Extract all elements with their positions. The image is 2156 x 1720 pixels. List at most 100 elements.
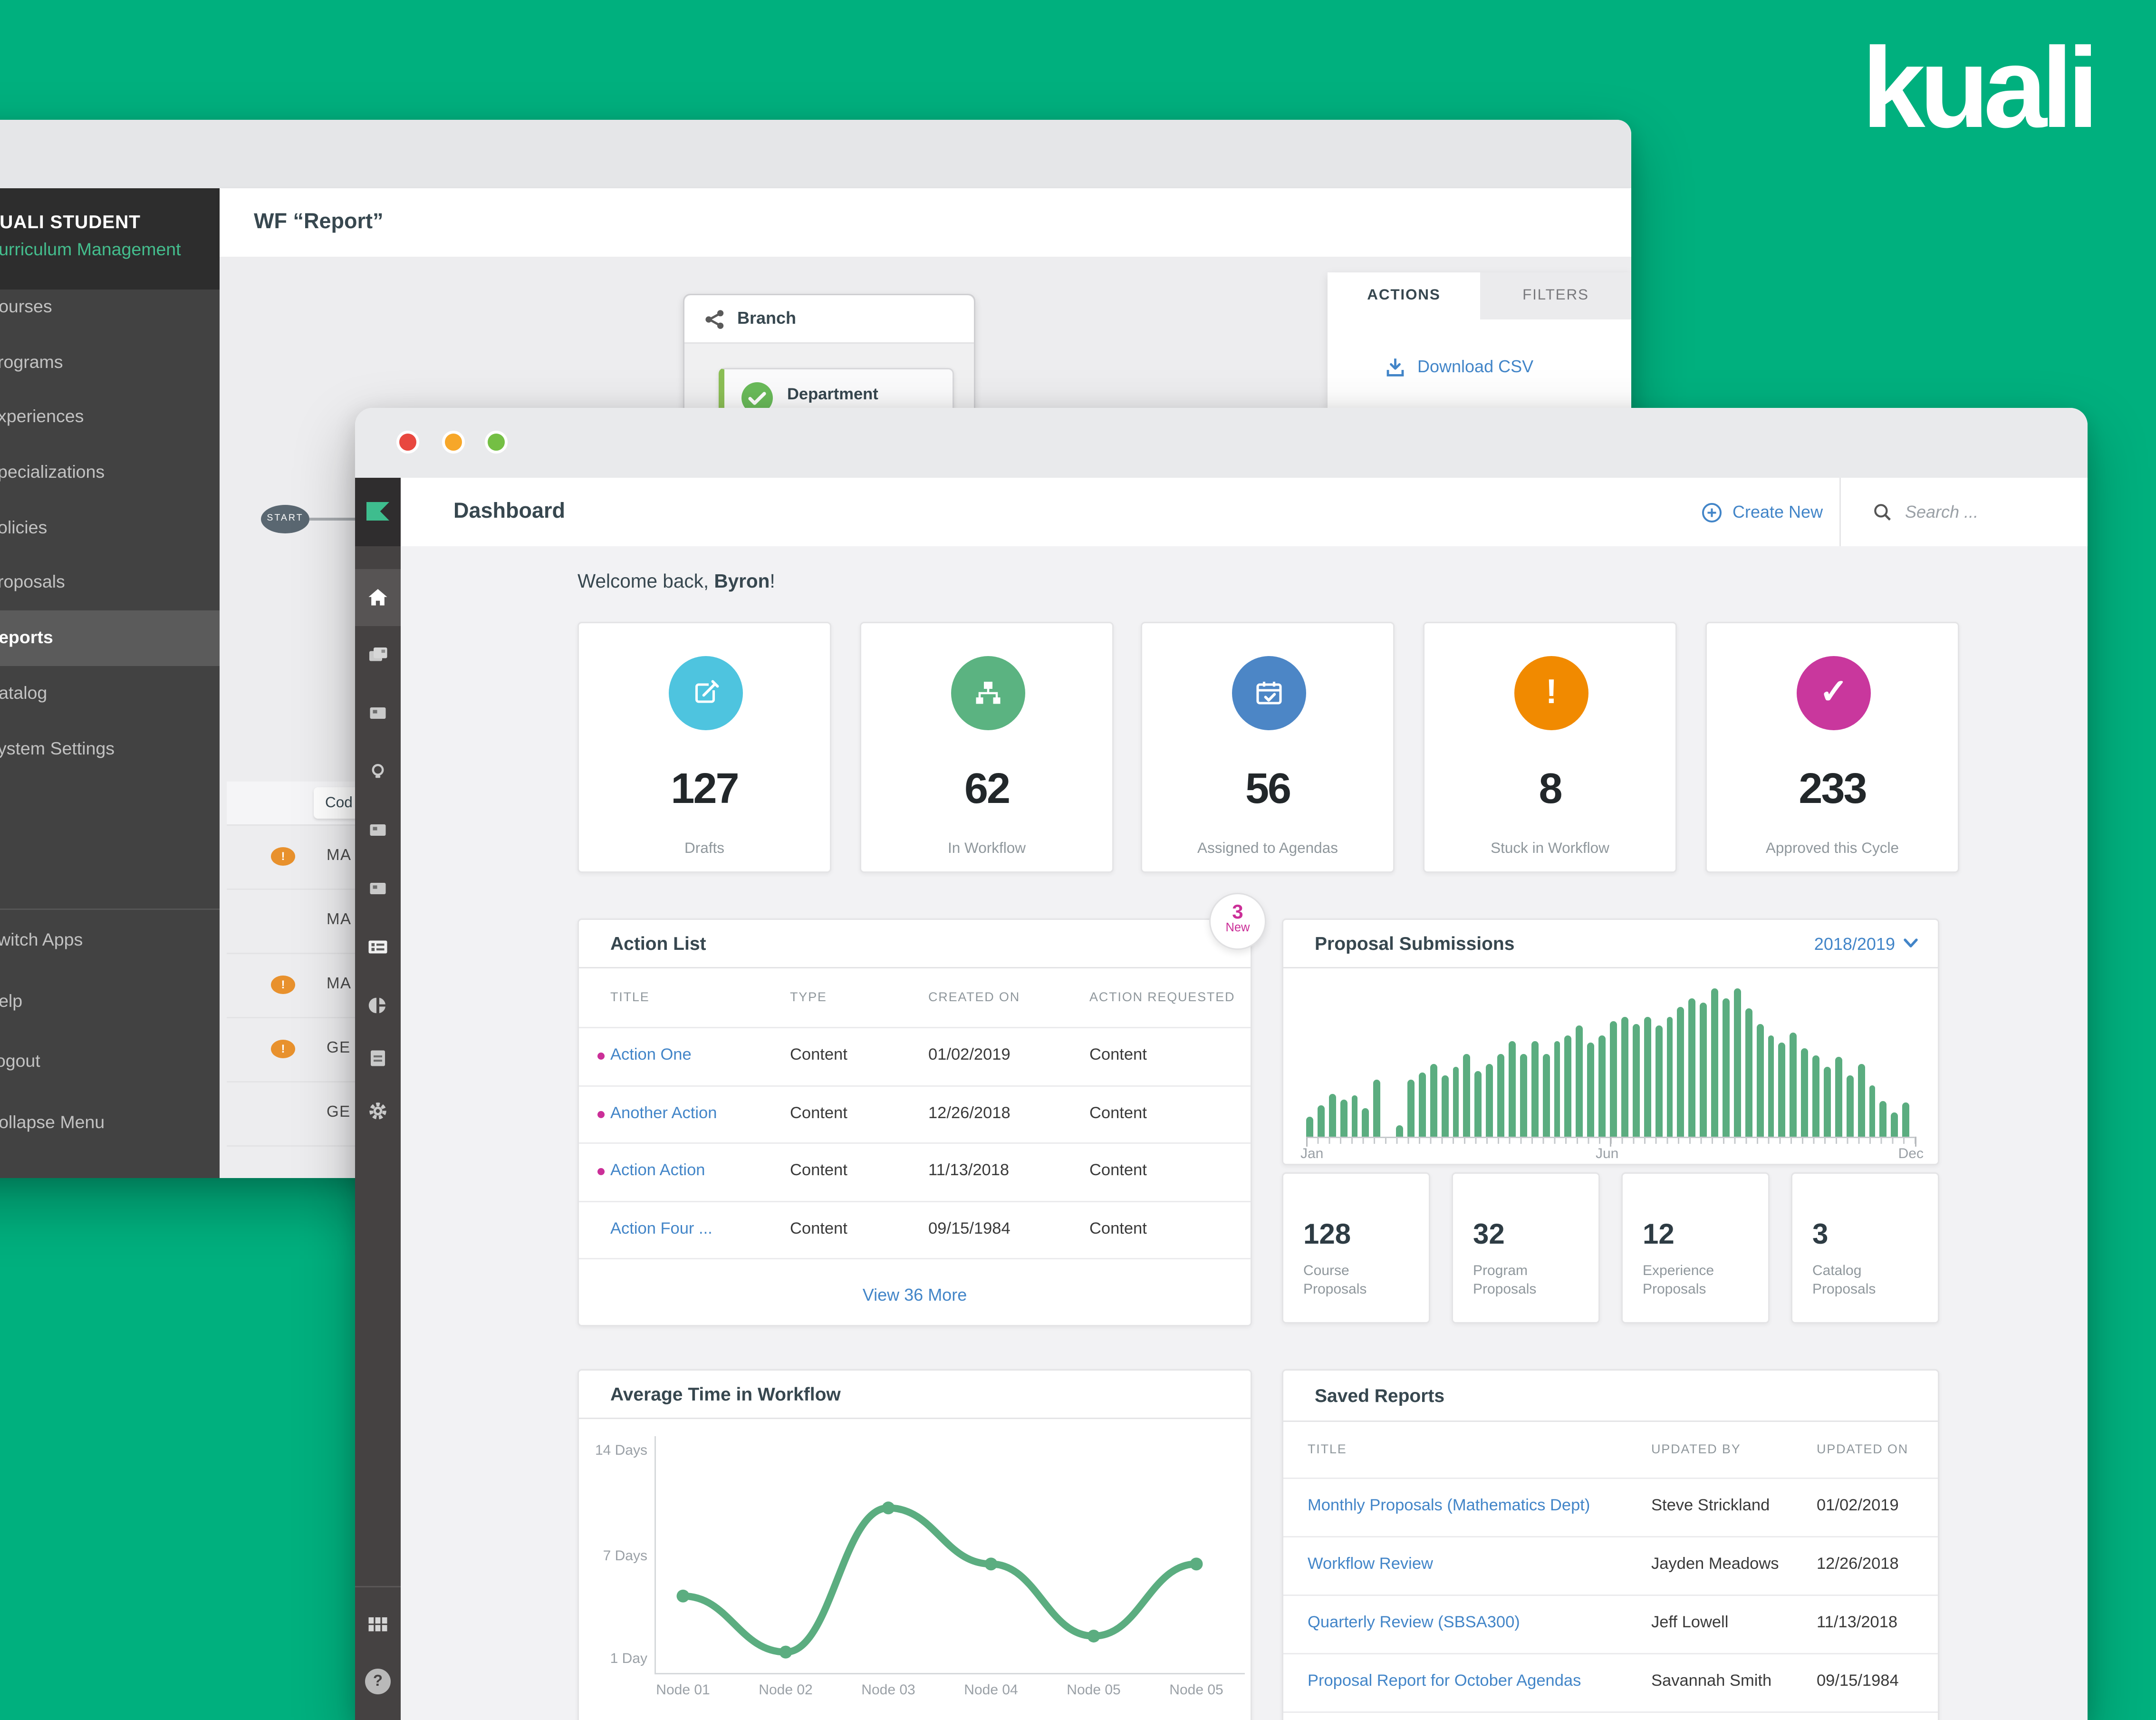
- col-action-requested: ACTION REQUESTED: [1089, 990, 1235, 1004]
- card-icon[interactable]: [366, 819, 389, 841]
- action-list-column-headers: TITLE TYPE CREATED ON ACTION REQUESTED: [579, 967, 1251, 1028]
- calendar-check-icon: [1256, 682, 1282, 705]
- stat-card-stuck-in-workflow[interactable]: ! 8 Stuck in Workflow: [1423, 622, 1677, 873]
- action-link[interactable]: Action Action: [610, 1162, 705, 1179]
- report-row: Monthly Proposals (Mathematics Dept) Ste…: [1283, 1478, 1938, 1537]
- sidebar-item-catalog[interactable]: Catalog: [0, 683, 48, 703]
- stuck-count: 8: [1539, 766, 1562, 813]
- action-row: Action One Content 01/02/2019 Content: [579, 1027, 1251, 1086]
- action-link[interactable]: Another Action: [610, 1104, 717, 1122]
- sidebar-item-switch-apps[interactable]: Switch Apps: [0, 930, 83, 950]
- app-subtitle: Curriculum Management: [0, 240, 181, 260]
- sidebar-item-collapse-menu[interactable]: Collapse Menu: [0, 1111, 105, 1132]
- sidebar-item-proposals[interactable]: Proposals: [0, 572, 65, 593]
- view-more-link[interactable]: View 36 More: [862, 1285, 967, 1305]
- period-dropdown[interactable]: 2018/2019: [1814, 920, 1918, 967]
- stat-card-assigned-to-agendas[interactable]: 56 Assigned to Agendas: [1141, 622, 1395, 873]
- pie-chart-icon[interactable]: [366, 994, 389, 1017]
- close-button[interactable]: [396, 431, 419, 454]
- catalog-proposals-count: 3: [1812, 1219, 1829, 1251]
- action-list-card: Action List TITLE TYPE CREATED ON ACTION…: [578, 918, 1252, 1326]
- saved-reports-card: Saved Reports TITLE UPDATED BY UPDATED O…: [1282, 1369, 1939, 1720]
- apps-grid-icon[interactable]: [366, 1613, 389, 1636]
- download-icon: [1386, 358, 1404, 376]
- col-title: TITLE: [610, 990, 650, 1004]
- axis-tick: [1306, 1137, 1308, 1147]
- workflow-connector: [309, 518, 372, 520]
- action-type: Content: [790, 1220, 847, 1237]
- share-icon: [705, 310, 724, 329]
- saved-reports-columns: TITLE UPDATED BY UPDATED ON: [1283, 1420, 1938, 1479]
- action-type: Content: [790, 1162, 847, 1179]
- action-requested: Content: [1089, 1220, 1147, 1237]
- kuali-logo: kuali: [1862, 24, 2099, 151]
- zoom-button[interactable]: [485, 431, 508, 454]
- create-new-button[interactable]: Create New: [1701, 478, 1823, 546]
- line-chart-yaxis: [654, 1436, 656, 1673]
- avg-time-title: Average Time in Workflow: [610, 1383, 841, 1405]
- workflow-start-node[interactable]: START: [261, 505, 309, 533]
- report-row: Proposal Report for October Agendas Sava…: [1283, 1653, 1938, 1713]
- node-label: Node 05: [1169, 1683, 1223, 1699]
- report-updated-by: Steve Strickland: [1651, 1498, 1770, 1515]
- minimize-button[interactable]: [442, 431, 465, 454]
- axis-tick: [1915, 1137, 1916, 1147]
- home-icon[interactable]: [366, 586, 389, 609]
- help-icon[interactable]: ?: [365, 1669, 391, 1694]
- tab-actions[interactable]: ACTIONS: [1328, 272, 1480, 319]
- drafts-count: 127: [671, 766, 739, 813]
- stat-card-approved[interactable]: ✓ 233 Approved this Cycle: [1705, 622, 1959, 873]
- report-link[interactable]: Monthly Proposals (Mathematics Dept): [1308, 1498, 1590, 1515]
- sidebar-item-help[interactable]: Help: [0, 990, 23, 1011]
- saved-reports-title: Saved Reports: [1315, 1385, 1445, 1406]
- proposal-submissions-card: Proposal Submissions 2018/2019 Jan Jun: [1282, 918, 1939, 1165]
- agenda-list-icon[interactable]: [366, 936, 389, 958]
- catalog-proposals-card[interactable]: 3 Catalog Proposals: [1791, 1172, 1939, 1324]
- sidebar-menu: Courses Programs Experiences Specializat…: [0, 280, 220, 776]
- stat-card-drafts[interactable]: 127 Drafts: [578, 622, 831, 873]
- tab-filters[interactable]: FILTERS: [1480, 272, 1631, 319]
- sidebar-item-courses[interactable]: Courses: [0, 297, 52, 317]
- user-name: Byron: [714, 570, 770, 592]
- sidebar-item-logout[interactable]: Logout: [0, 1051, 40, 1071]
- sidebar-item-specializations[interactable]: Specializations: [0, 462, 105, 483]
- sidebar-item-programs[interactable]: Programs: [0, 352, 63, 372]
- report-row: Workflow Review Jayden Meadows 12/26/201…: [1283, 1536, 1938, 1596]
- experience-proposals-card[interactable]: 12 Experience Proposals: [1621, 1172, 1770, 1324]
- bar-chart-axis: [1306, 1137, 1916, 1138]
- row-code: GE: [327, 1040, 351, 1057]
- report-link[interactable]: Workflow Review: [1308, 1556, 1433, 1573]
- report-link[interactable]: Proposal Report for October Agendas: [1308, 1673, 1581, 1690]
- action-requested: Content: [1089, 1104, 1147, 1122]
- course-proposals-card[interactable]: 128 Course Proposals: [1282, 1172, 1430, 1324]
- report-link[interactable]: Quarterly Review (SBSA300): [1308, 1614, 1520, 1632]
- report-updated-by: Savannah Smith: [1651, 1673, 1772, 1690]
- card-icon[interactable]: [366, 877, 389, 900]
- row-code: GE: [327, 1104, 351, 1121]
- gear-icon[interactable]: [366, 1100, 389, 1122]
- line-chart-xaxis: [654, 1673, 1245, 1674]
- report-doc-icon[interactable]: [366, 1047, 389, 1070]
- action-link[interactable]: Action One: [610, 1047, 692, 1064]
- sidebar-item-reports[interactable]: Reports: [0, 610, 220, 666]
- program-proposals-card[interactable]: 32 Program Proposals: [1452, 1172, 1600, 1324]
- kuali-flag-logo-block[interactable]: [355, 478, 401, 546]
- search-input[interactable]: Search ...: [1872, 478, 1978, 546]
- assigned-circle: [1232, 656, 1306, 730]
- lightbulb-icon[interactable]: [366, 760, 389, 783]
- sidebar-item-experiences[interactable]: Experiences: [0, 407, 84, 427]
- period-value: 2018/2019: [1814, 933, 1895, 954]
- sidebar-item-system-settings[interactable]: System Settings: [0, 738, 115, 758]
- new-items-badge: 3 New: [1209, 893, 1266, 950]
- action-link[interactable]: Action Four ...: [610, 1220, 712, 1237]
- back-page-header: WF “Report”: [220, 188, 1631, 257]
- documents-icon[interactable]: [366, 643, 389, 666]
- col-created-on: CREATED ON: [928, 990, 1020, 1004]
- card-icon[interactable]: [366, 702, 389, 725]
- back-page-title: WF “Report”: [254, 210, 384, 234]
- download-csv-button[interactable]: Download CSV: [1385, 352, 1533, 381]
- proposal-submissions-titlerow: Proposal Submissions 2018/2019: [1283, 920, 1938, 968]
- stat-card-in-workflow[interactable]: 62 In Workflow: [860, 622, 1114, 873]
- sidebar-item-policies[interactable]: Policies: [0, 517, 48, 538]
